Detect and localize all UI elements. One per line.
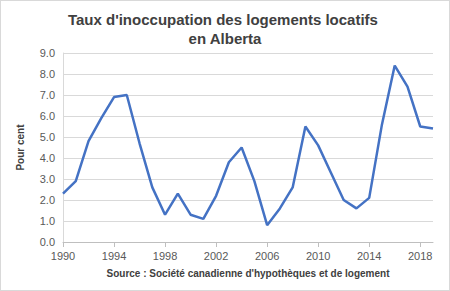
svg-text:2010: 2010 [306, 250, 330, 262]
svg-text:2014: 2014 [357, 250, 381, 262]
svg-text:2018: 2018 [408, 250, 432, 262]
svg-text:1990: 1990 [51, 250, 75, 262]
svg-text:Taux d'inoccupation des logeme: Taux d'inoccupation des logements locati… [68, 11, 382, 28]
svg-text:2.0: 2.0 [40, 194, 55, 206]
svg-text:2006: 2006 [255, 250, 279, 262]
svg-text:9.0: 9.0 [40, 47, 55, 59]
svg-text:1994: 1994 [102, 250, 126, 262]
svg-text:6.0: 6.0 [40, 110, 55, 122]
svg-text:4.0: 4.0 [40, 152, 55, 164]
svg-text:5.0: 5.0 [40, 131, 55, 143]
svg-text:7.0: 7.0 [40, 89, 55, 101]
svg-text:en Alberta: en Alberta [189, 30, 262, 47]
svg-text:Pour cent: Pour cent [15, 124, 26, 171]
svg-text:0.0: 0.0 [40, 236, 55, 248]
svg-text:1998: 1998 [153, 250, 177, 262]
svg-text:2002: 2002 [204, 250, 228, 262]
svg-text:8.0: 8.0 [40, 68, 55, 80]
svg-text:Source : Société canadienne d': Source : Société canadienne d'hypothèque… [107, 268, 391, 279]
svg-text:3.0: 3.0 [40, 173, 55, 185]
svg-text:1.0: 1.0 [40, 215, 55, 227]
